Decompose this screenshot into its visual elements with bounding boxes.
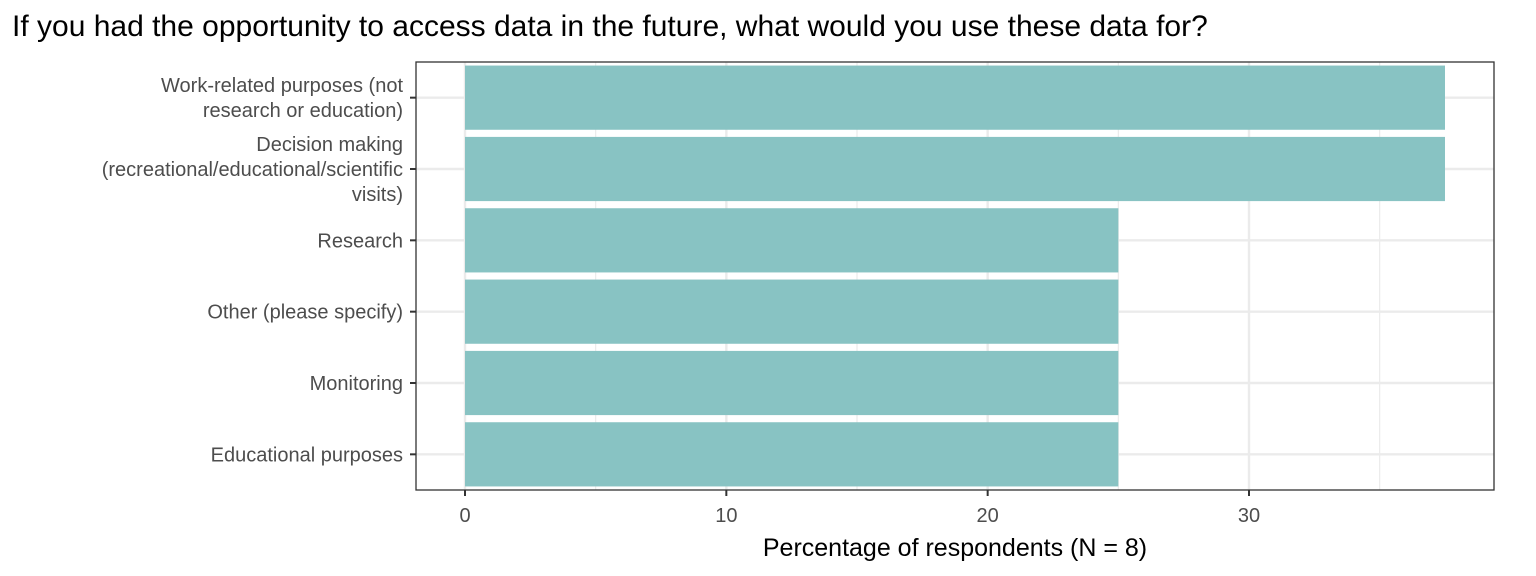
chart-title: If you had the opportunity to access dat… <box>12 10 1208 43</box>
bar <box>465 65 1445 130</box>
bar <box>465 350 1119 416</box>
x-axis-title: Percentage of respondents (N = 8) <box>763 534 1147 562</box>
bar <box>465 136 1445 202</box>
bar <box>465 208 1119 273</box>
bar <box>465 279 1119 344</box>
y-tick-label: Educational purposes <box>211 444 403 466</box>
x-tick-label: 20 <box>977 505 999 527</box>
y-tick-label: Monitoring <box>310 373 403 395</box>
bar <box>465 422 1119 487</box>
y-tick-label: Decision making (recreational/educational… <box>102 134 403 206</box>
x-tick-label: 0 <box>459 505 470 527</box>
y-tick-label: Other (please specify) <box>207 302 403 324</box>
x-tick-label: 30 <box>1238 505 1260 527</box>
x-tick-label: 10 <box>715 505 737 527</box>
y-tick-label: Research <box>317 230 403 252</box>
panel-border <box>415 61 1495 491</box>
y-tick-label: Work-related purposes (not research or ed… <box>161 75 403 122</box>
